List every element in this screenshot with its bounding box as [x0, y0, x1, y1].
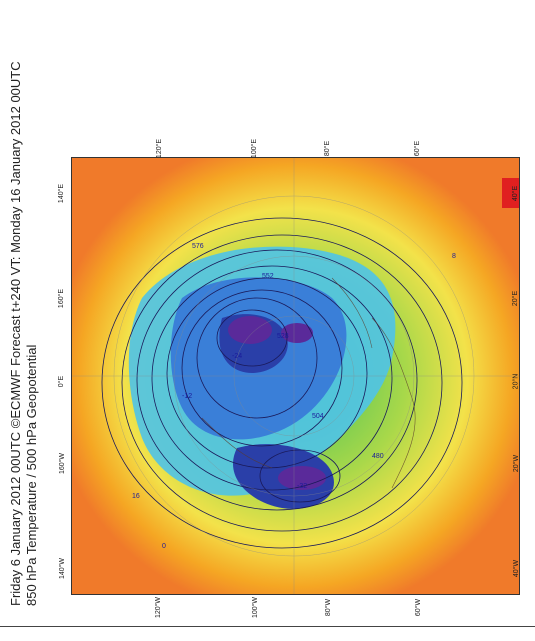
warm-spot-red — [502, 178, 519, 208]
graticule — [72, 158, 519, 594]
geopotential-contours — [101, 217, 463, 549]
lon-label-top: 60°E — [414, 140, 422, 157]
contour-label: -12 — [182, 393, 192, 400]
contour-labels: 576 552 528 504 480 -24 -32 -12 16 8 0 — [132, 243, 456, 550]
contour-label: 552 — [262, 273, 274, 280]
cold-core-purple-3 — [281, 323, 313, 343]
lon-label-right: 20°E — [512, 290, 520, 307]
title-line-1: Friday 6 January 2012 00UTC ©ECMWF Forec… — [8, 61, 23, 606]
lon-label-left: 140°W — [59, 557, 67, 580]
temperature-field: 576 552 528 504 480 -24 -32 -12 16 8 0 — [72, 158, 519, 594]
lon-label-right: 20°W — [513, 454, 521, 473]
lon-label-top: 100°E — [251, 138, 259, 159]
lon-label-bottom: 80°W — [325, 598, 333, 617]
contour-label: 528 — [277, 333, 289, 340]
cold-core-purple-2 — [278, 466, 326, 490]
lon-label-right: 20°N — [512, 373, 520, 390]
contour-label: -32 — [297, 483, 307, 490]
lon-label-left: 140°E — [58, 183, 66, 204]
contour-label: 16 — [132, 493, 140, 500]
contour-label: 480 — [372, 453, 384, 460]
lon-label-bottom: 120°W — [155, 596, 163, 619]
contour-label: 576 — [192, 243, 204, 250]
title-line-2: 850 hPa Temperature / 500 hPa Geopotenti… — [24, 344, 39, 606]
contour-label: 0 — [162, 543, 166, 550]
contour-label: 8 — [452, 253, 456, 260]
lon-label-left: 0°E — [58, 375, 66, 388]
lon-label-right: 40°W — [513, 559, 521, 578]
contour-label: -24 — [232, 353, 242, 360]
lon-label-bottom: 60°W — [415, 598, 423, 617]
lon-label-bottom: 100°W — [252, 596, 260, 619]
contour-label: 504 — [312, 413, 324, 420]
lon-label-left: 160°W — [59, 452, 67, 475]
lon-label-top: 120°E — [156, 138, 164, 159]
cold-core-purple-1 — [228, 316, 272, 344]
forecast-map: 576 552 528 504 480 -24 -32 -12 16 8 0 — [71, 157, 520, 595]
lon-label-top: 80°E — [324, 140, 332, 157]
page-divider — [0, 626, 535, 627]
lon-label-right: 40°E — [512, 185, 520, 202]
lon-label-left: 160°E — [58, 288, 66, 309]
title-block: Friday 6 January 2012 00UTC ©ECMWF Forec… — [0, 0, 60, 641]
